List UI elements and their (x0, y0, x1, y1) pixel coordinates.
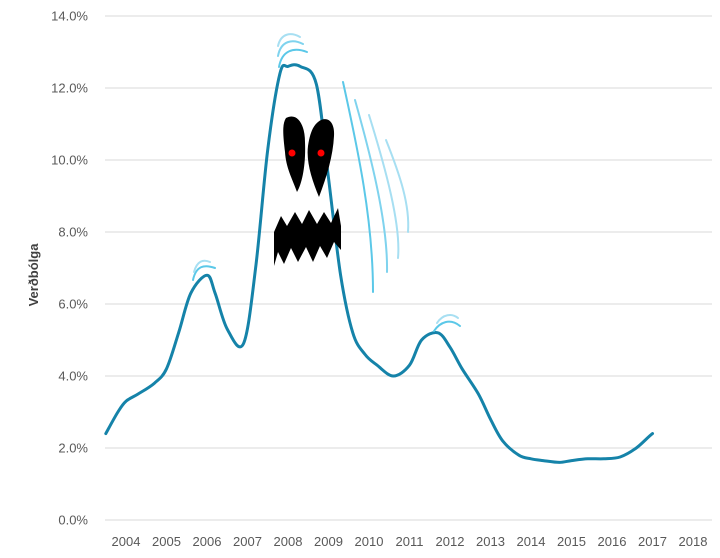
x-tick-label: 2010 (355, 534, 384, 549)
y-tick-label: 14.0% (51, 9, 88, 24)
x-tick-label: 2012 (436, 534, 465, 549)
y-tick-label: 2.0% (58, 441, 88, 456)
x-tick-label: 2006 (193, 534, 222, 549)
hair-strands-top (277, 33, 308, 68)
hair-strands-2012 (433, 314, 461, 332)
x-tick-labels: 2004 2005 2006 2007 2008 2009 2010 2011 2012 2013… (112, 534, 708, 549)
y-tick-label: 0.0% (58, 513, 88, 528)
x-tick-label: 2016 (598, 534, 627, 549)
y-tick-label: 10.0% (51, 153, 88, 168)
y-tick-label: 4.0% (58, 369, 88, 384)
left-pupil (288, 149, 296, 157)
x-tick-label: 2009 (314, 534, 343, 549)
x-tick-label: 2017 (638, 534, 667, 549)
x-tick-label: 2018 (679, 534, 708, 549)
y-tick-label: 12.0% (51, 81, 88, 96)
series-line-inflation (104, 63, 654, 464)
x-tick-label: 2005 (152, 534, 181, 549)
y-tick-labels: 0.0% 2.0% 4.0% 6.0% 8.0% 10.0% 12.0% 14.0% (51, 9, 88, 528)
hair-strands-right (342, 81, 410, 293)
ghost-face-doodle (192, 33, 461, 332)
x-tick-label: 2011 (396, 534, 424, 549)
y-tick-label: 6.0% (58, 297, 88, 312)
x-tick-label: 2008 (274, 534, 303, 549)
right-eye (307, 119, 335, 197)
hair-strands-2006 (192, 259, 216, 281)
x-tick-label: 2014 (517, 534, 546, 549)
y-axis-label: Verðbólga (26, 243, 41, 307)
x-tick-label: 2004 (112, 534, 141, 549)
y-tick-label: 8.0% (58, 225, 88, 240)
jagged-mouth (274, 208, 341, 266)
x-tick-label: 2015 (557, 534, 586, 549)
x-tick-label: 2013 (476, 534, 505, 549)
x-tick-label: 2007 (233, 534, 262, 549)
right-pupil (317, 149, 325, 157)
